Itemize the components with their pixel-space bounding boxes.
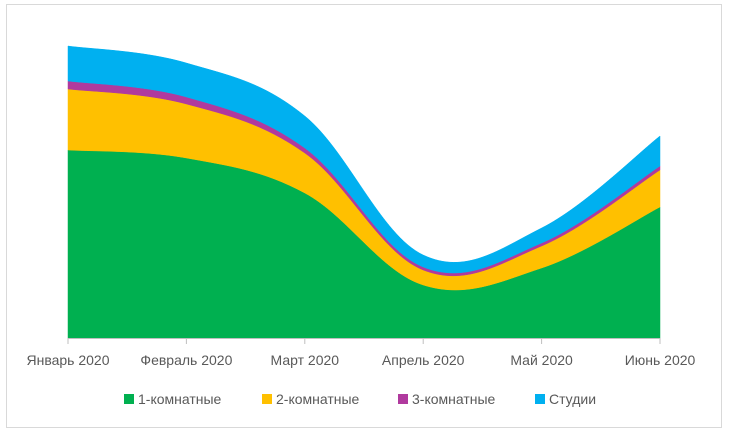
x-tick-label: Май 2020 <box>510 352 573 368</box>
x-axis-ticks <box>67 338 661 344</box>
x-tick-label: Январь 2020 <box>26 352 109 368</box>
x-axis-tick-labels: Январь 2020 Февраль 2020 Март 2020 Апрель 2… <box>26 352 695 368</box>
x-tick-label: Апрель 2020 <box>382 352 465 368</box>
legend-label: 3-комнатные <box>412 391 496 407</box>
legend-swatch <box>535 394 545 404</box>
legend-item: 1-комнатные <box>124 391 222 407</box>
legend-item: 2-комнатные <box>262 391 360 407</box>
legend-item: 3-комнатные <box>398 391 496 407</box>
area-series-4 <box>67 45 661 274</box>
x-tick-label: Февраль 2020 <box>140 352 232 368</box>
legend-swatch <box>124 394 134 404</box>
legend-swatch <box>398 394 408 404</box>
legend-label: 1-комнатные <box>138 391 222 407</box>
legend-item: Студии <box>535 391 596 407</box>
legend-swatch <box>262 394 272 404</box>
x-tick-label: Март 2020 <box>271 352 340 368</box>
legend-label: Студии <box>549 391 596 407</box>
legend: 1-комнатные 2-комнатные 3-комнатные Студии <box>124 391 596 407</box>
x-tick-label: Июнь 2020 <box>625 352 696 368</box>
legend-label: 2-комнатные <box>276 391 360 407</box>
plot-areas <box>67 45 661 339</box>
